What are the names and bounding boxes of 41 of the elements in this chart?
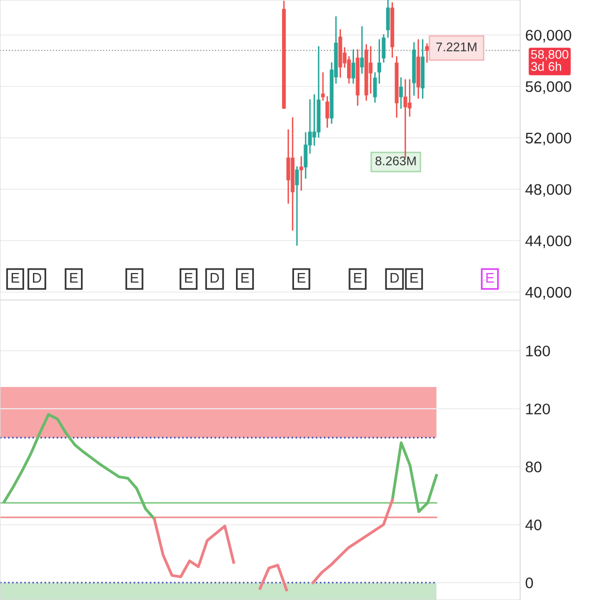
annotation: D: [32, 273, 42, 283]
candlestick: [386, 0, 390, 38]
y-tick-label: 0: [526, 577, 533, 588]
annotation: D: [390, 273, 399, 283]
annotation: E: [410, 273, 418, 283]
candlestick: [351, 49, 356, 84]
y-tick-label: 52,000: [526, 132, 572, 146]
ref-line-label: 58,800: [531, 50, 568, 60]
y-tick-label: 44,000: [525, 235, 572, 248]
candlestick: [299, 156, 304, 191]
candlestick: [312, 94, 316, 146]
candlestick: [399, 77, 403, 109]
annotation: 8.263M: [376, 156, 416, 166]
y-tick-label: 56,000: [526, 81, 572, 94]
candlestick: [408, 79, 412, 117]
candlestick: [360, 26, 364, 74]
annotation: E: [130, 273, 138, 283]
candlestick: [286, 129, 290, 204]
text: 3d 6h: [531, 62, 562, 71]
annotation: 7.221M: [436, 42, 476, 52]
candlestick: [382, 34, 386, 63]
annotation: E: [354, 273, 362, 283]
annotation: E: [486, 273, 494, 283]
annotation: E: [241, 273, 249, 283]
annotation: E: [185, 273, 193, 283]
annotation: D: [210, 273, 219, 283]
y-tick-label: 120: [526, 404, 550, 414]
candlestick: [425, 43, 429, 63]
y-tick-label: 40: [525, 520, 542, 530]
annotation: E: [70, 273, 78, 283]
y-tick-label: 40,000: [525, 286, 572, 300]
candlestick: [295, 166, 299, 246]
y-tick-label: 80: [526, 462, 542, 472]
annotation: E: [12, 273, 20, 283]
annotation: E: [298, 273, 306, 283]
y-tick-label: 60,000: [526, 30, 572, 42]
y-tick-label: 48,000: [525, 184, 572, 197]
candlestick: [403, 79, 408, 158]
y-tick-label: 160: [526, 346, 550, 356]
candlestick: [368, 46, 373, 94]
candlestick: [325, 96, 330, 128]
